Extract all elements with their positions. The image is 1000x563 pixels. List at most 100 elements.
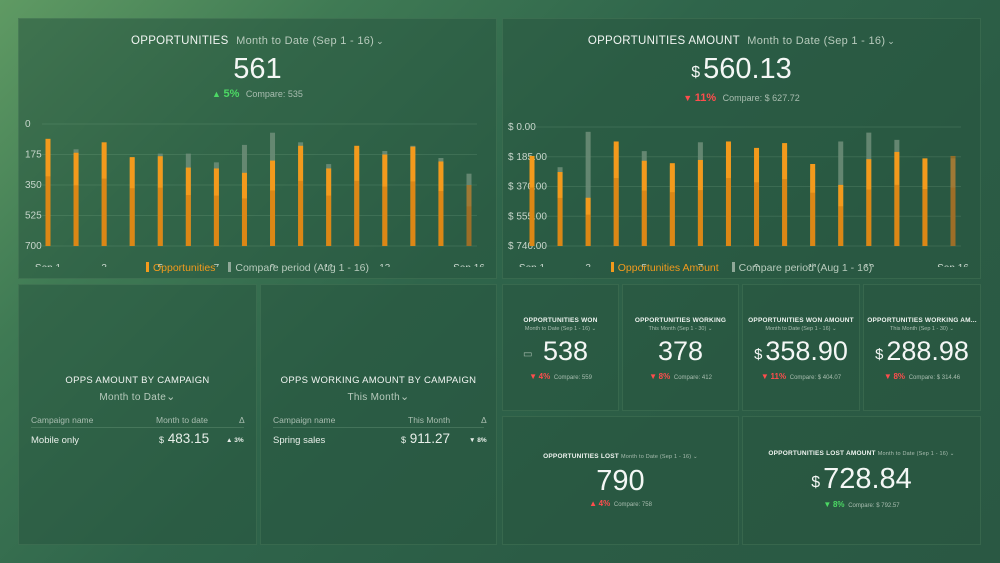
period-label: This Month (Sep 1 - 30) <box>890 326 948 332</box>
chart-legend: Opportunities Amount Compare period (Aug… <box>503 262 980 274</box>
current-bar[interactable] <box>950 155 956 246</box>
current-bar[interactable] <box>213 168 219 246</box>
period-dropdown[interactable]: This Month⌄ <box>261 390 496 403</box>
compare-value: Compare: 559 <box>553 375 592 381</box>
opportunities-lost-widget: OPPORTUNITIES LOST Month to Date (Sep 1 … <box>502 416 739 545</box>
widget-title: OPPORTUNITIES WON <box>523 317 598 324</box>
currency-symbol: $ <box>691 63 701 81</box>
current-bar[interactable] <box>866 159 872 246</box>
x-tick-label: 11 <box>807 263 818 267</box>
y-tick-label: $ 740.00 <box>508 241 547 252</box>
change-percent: 11% <box>770 372 787 381</box>
current-bar[interactable] <box>129 157 135 246</box>
period-dropdown[interactable]: Month to Date (Sep 1 - 16) ⌄ <box>747 35 895 47</box>
x-tick-label: 7 <box>214 263 220 267</box>
period-dropdown[interactable]: Month to Date⌄ <box>19 390 256 403</box>
column-header-name[interactable]: Campaign name <box>31 415 94 425</box>
current-bar[interactable] <box>382 154 388 247</box>
period-dropdown[interactable]: Month to Date (Sep 1 - 16) ⌄ <box>503 326 618 332</box>
period-dropdown[interactable]: Month to Date (Sep 1 - 16) ⌄ <box>621 454 698 460</box>
legend-compare-swatch <box>731 262 735 272</box>
metric-value-row: $288.98 <box>864 336 980 367</box>
current-bar[interactable] <box>697 159 703 246</box>
current-bar[interactable] <box>529 155 535 246</box>
arrow-down-icon: ▼ <box>760 372 769 381</box>
column-header-delta[interactable]: Δ <box>239 415 245 425</box>
current-bar[interactable] <box>45 138 51 246</box>
current-bar[interactable] <box>922 158 928 246</box>
compare-value: Compare: 412 <box>673 375 712 381</box>
metric-compare-row: ▼ 8% Compare: $ 792.57 <box>743 500 980 509</box>
current-bar[interactable] <box>185 167 191 246</box>
current-bar[interactable] <box>894 151 900 246</box>
current-bar[interactable] <box>270 160 276 246</box>
current-bar[interactable] <box>669 163 675 246</box>
opportunities-won-widget: OPPORTUNITIES WON Month to Date (Sep 1 -… <box>502 284 619 411</box>
current-bar[interactable] <box>73 152 79 246</box>
current-bar[interactable] <box>354 145 360 246</box>
arrow-up-icon: ▲ <box>226 437 233 444</box>
current-bar[interactable] <box>241 172 247 246</box>
current-bar[interactable] <box>466 185 472 246</box>
current-bar[interactable] <box>810 163 816 246</box>
current-bar[interactable] <box>410 146 416 246</box>
compare-value: Compare: $ 404.07 <box>789 375 842 381</box>
period-dropdown[interactable]: Month to Date (Sep 1 - 16) ⌄ <box>236 35 384 47</box>
period-dropdown[interactable]: Month to Date (Sep 1 - 16) ⌄ <box>743 326 859 332</box>
arrow-up-icon: ▲ <box>212 89 221 99</box>
current-bar[interactable] <box>157 156 163 246</box>
arrow-down-icon: ▼ <box>529 372 537 381</box>
column-header-name[interactable]: Campaign name <box>273 415 336 425</box>
x-tick-label: Sep 16 <box>453 263 485 267</box>
metric-compare-row: ▲ 4% Compare: 758 <box>503 499 738 508</box>
x-tick-label: 3 <box>101 263 107 267</box>
current-bar-shade <box>894 184 900 246</box>
period-dropdown[interactable]: This Month (Sep 1 - 30) ⌄ <box>864 326 980 332</box>
current-bar-shade <box>669 192 675 246</box>
current-bar-shade <box>838 206 844 246</box>
y-tick-label: 0 <box>25 119 31 130</box>
change-percent: 5% <box>223 88 240 100</box>
opportunities-lost-amount-widget: OPPORTUNITIES LOST AMOUNT Month to Date … <box>742 416 981 545</box>
currency-symbol: $ <box>754 346 763 363</box>
current-bar[interactable] <box>298 145 304 246</box>
current-bar[interactable] <box>438 161 444 246</box>
arrow-down-icon: ▼ <box>649 372 657 381</box>
current-bar-shade <box>73 185 79 246</box>
chevron-down-icon: ⌄ <box>707 326 713 332</box>
current-bar-shade <box>950 187 956 246</box>
legend-compare-label: Compare period (Aug 1 - 16) <box>235 262 370 274</box>
compare-value: Compare: $ 314.46 <box>908 375 961 381</box>
current-bar[interactable] <box>613 141 619 246</box>
arrow-up-icon: ▲ <box>589 499 597 508</box>
current-bar[interactable] <box>725 141 731 246</box>
current-bar[interactable] <box>557 172 563 246</box>
metric-value: 790 <box>596 465 645 497</box>
column-header-value[interactable]: This Month <box>408 415 451 425</box>
current-bar-shade <box>326 195 332 246</box>
current-bar-shade <box>185 195 191 246</box>
current-bar[interactable] <box>838 184 844 246</box>
metric-value: 358.90 <box>765 336 848 366</box>
metric-compare-row: ▼ 11% Compare: $ 404.07 <box>743 372 859 381</box>
campaign-change: ▼ 8% <box>469 437 487 444</box>
current-bar[interactable] <box>326 168 332 246</box>
change-percent: 8% <box>477 437 487 444</box>
metric-compare-row: ▼ 4% Compare: 559 <box>503 372 618 381</box>
column-header-value[interactable]: Month to date <box>156 415 208 425</box>
period-dropdown[interactable]: Month to Date (Sep 1 - 16) ⌄ <box>878 451 955 457</box>
opportunities-amount-bar-chart: $ 740.00 $ 555.00 $ 370.00 $ 185.00 $ 0.00 Se… <box>508 122 969 267</box>
column-header-delta[interactable]: Δ <box>481 415 487 425</box>
current-bar-shade <box>270 190 276 246</box>
period-dropdown[interactable]: This Month (Sep 1 - 30) ⌄ <box>623 326 738 332</box>
arrow-down-icon: ▼ <box>683 93 693 103</box>
x-tick-label: 7 <box>698 263 704 267</box>
current-bar[interactable] <box>101 142 107 246</box>
widget-title: OPPS AMOUNT BY CAMPAIGN <box>65 375 210 386</box>
current-bar[interactable] <box>585 197 591 246</box>
current-bar[interactable] <box>754 147 760 246</box>
current-bar[interactable] <box>641 160 647 246</box>
current-bar[interactable] <box>782 143 788 246</box>
current-bar-shade <box>613 178 619 246</box>
compare-bar[interactable] <box>585 131 591 246</box>
